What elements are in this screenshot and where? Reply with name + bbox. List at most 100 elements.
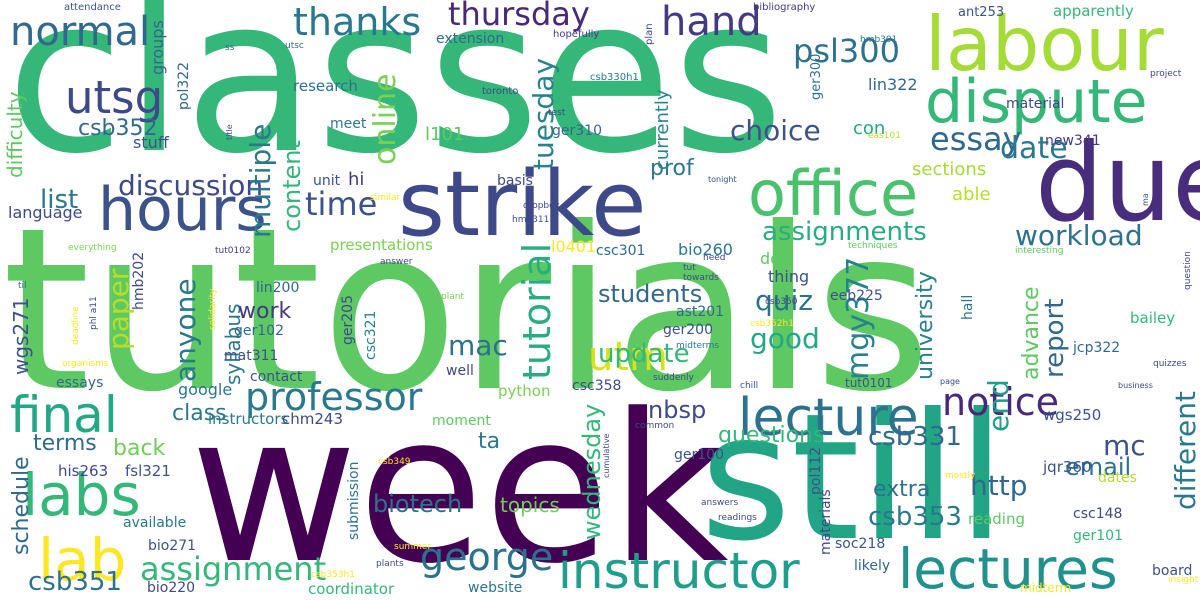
word-ant253: ant253 <box>958 5 1004 20</box>
word-csc148: csc148 <box>1073 506 1122 522</box>
word-wednesday: wednesday <box>578 404 606 540</box>
word-dates: dates <box>1098 470 1137 486</box>
word-hmb301: hmb301 <box>860 35 897 45</box>
word-choice: choice <box>730 114 821 147</box>
word-toronto: toronto <box>482 86 518 97</box>
word-new341: new341 <box>1045 133 1101 149</box>
word-python: python <box>498 382 550 400</box>
word-dispute: dispute <box>925 67 1148 137</box>
word-csb352: csb352 <box>78 116 158 141</box>
word-thanks: thanks <box>293 0 421 44</box>
word-thursday: thursday <box>448 0 590 33</box>
word-terms: terms <box>33 431 97 456</box>
word-l101: l101 <box>425 124 464 145</box>
word-tut0101: tut0101 <box>845 376 893 390</box>
word-ss: ss <box>225 43 235 53</box>
word-csb351: csb351 <box>28 567 122 597</box>
word-due: due <box>1035 121 1200 246</box>
word-phl-a11: phl a11 <box>89 296 99 330</box>
word-extension: extension <box>436 31 504 47</box>
word-schedule: schedule <box>9 456 34 555</box>
word-utsg: utsg <box>65 71 163 124</box>
word-list: list <box>40 185 78 215</box>
word-assignments: assignments <box>762 217 927 247</box>
word-language: language <box>8 203 83 222</box>
word-ast201: ast201 <box>676 304 724 320</box>
word-test: test <box>548 108 566 118</box>
word-work: work <box>238 299 291 324</box>
word-email: email <box>1065 453 1131 481</box>
word-multiple: multiple <box>244 124 277 238</box>
word-hopefully: hopefully <box>553 29 599 40</box>
word-final: final <box>10 386 118 444</box>
word-csb352h1: csb352h1 <box>750 319 794 329</box>
word-mostly: mostly <box>945 471 976 481</box>
word-likely: likely <box>854 558 890 574</box>
word-techniques: techniques <box>848 241 898 251</box>
word-psl300: psl300 <box>793 32 900 70</box>
word-instructors: instructors <box>208 410 289 428</box>
word-anyone: anyone <box>169 278 202 382</box>
word-lin200: lin200 <box>256 280 299 296</box>
word-mgy377: mgy377 <box>841 257 876 380</box>
word-still: still <box>700 377 1006 580</box>
word-george: george <box>420 535 553 579</box>
word-content: content <box>278 140 306 232</box>
word-groups: groups <box>148 20 167 75</box>
word-ger102: ger102 <box>234 323 284 339</box>
word-strike: strike <box>398 152 646 257</box>
word-project: project <box>1150 69 1182 79</box>
word-workload: workload <box>1015 219 1143 252</box>
word-office: office <box>748 157 918 230</box>
word-discussion: discussion <box>118 169 263 202</box>
word-ger310: ger310 <box>552 123 602 139</box>
word-csb331: csb331 <box>868 422 962 452</box>
word-coordinator: coordinator <box>308 580 395 598</box>
word-tutorial: tutorial <box>515 243 559 380</box>
word-quizzes: quizzes <box>1153 359 1187 369</box>
word-presentations: presentations <box>330 236 433 254</box>
word-labs: labs <box>22 461 141 529</box>
word-tut: tut <box>683 263 696 273</box>
word-paper: paper <box>102 268 135 350</box>
word-csc321: csc321 <box>363 311 379 360</box>
word-normal: normal <box>10 9 150 55</box>
word-update: update <box>598 339 690 369</box>
word-lin322: lin322 <box>868 75 918 94</box>
word-page: page <box>940 377 960 386</box>
word-pol112: pol112 <box>808 447 824 495</box>
word-chill: chill <box>740 381 758 391</box>
word-bio220: bio220 <box>147 580 195 596</box>
word-jcp322: jcp322 <box>1072 340 1120 356</box>
word-midterms: midterms <box>676 341 719 351</box>
word-csb349: csb349 <box>378 457 411 467</box>
word-ger300: ger300 <box>809 54 824 100</box>
word-plan: plan <box>644 23 655 45</box>
word-soc218: soc218 <box>835 536 885 552</box>
word-tut0102: tut0102 <box>215 246 251 256</box>
word-csc301: csc301 <box>596 243 645 259</box>
word-wgs271: wgs271 <box>9 297 33 375</box>
word-everything: everything <box>68 243 117 253</box>
word-labour: labour <box>925 0 1164 88</box>
word-similar: similar <box>370 193 400 203</box>
word-lectures: lectures <box>898 537 1118 600</box>
word-hmb311: hmb311 <box>512 215 549 225</box>
word-con: con <box>853 118 885 139</box>
word-apparently: apparently <box>1053 2 1134 20</box>
word-lab: lab <box>38 526 126 594</box>
word-l0401: l0401 <box>551 237 596 256</box>
word-nbsp: nbsp <box>648 396 706 424</box>
word-tonight: tonight <box>708 175 737 184</box>
word-plant: plant <box>441 292 464 302</box>
word-different: different <box>1169 391 1200 510</box>
word-fsl321: fsl321 <box>125 462 171 480</box>
word-http: http <box>970 469 1027 502</box>
word-ger101: ger101 <box>1073 528 1123 544</box>
word-hours: hours <box>98 175 267 245</box>
word-mac: mac <box>448 329 508 362</box>
word-back: back <box>113 436 166 461</box>
word-hi: hi <box>348 169 364 190</box>
